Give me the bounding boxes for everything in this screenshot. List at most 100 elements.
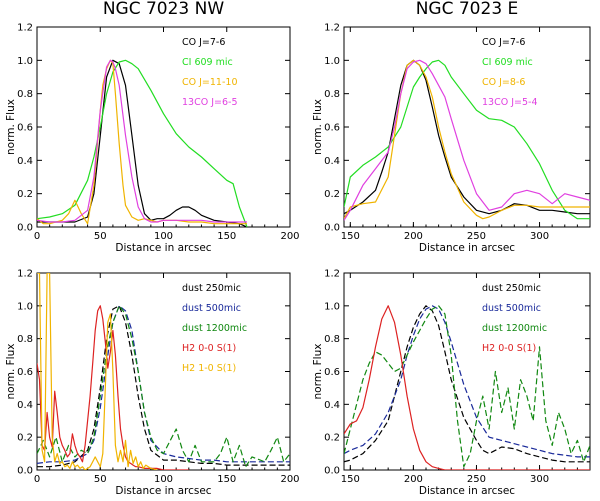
y-tick-label: 0.8: [324, 334, 340, 345]
y-tick-label: 1.0: [17, 301, 33, 312]
x-tick-label: 150: [217, 231, 236, 242]
legend-entry: CO J=8-6: [482, 77, 525, 88]
y-axis-label: norm. Flux: [5, 344, 17, 400]
y-tick-label: 0.8: [17, 89, 33, 100]
x-tick-label: 200: [404, 474, 423, 485]
x-axis-label: Distance in arcsec: [419, 485, 515, 497]
chart-title: NGC 7023 NW: [103, 0, 225, 19]
y-tick-label: 0.2: [324, 189, 340, 200]
series-line-4: [37, 305, 189, 470]
series-group: [344, 59, 590, 221]
y-tick-label: 0.2: [17, 189, 33, 200]
legend-entry: dust 1200mic: [482, 323, 547, 334]
x-tick-label: 150: [217, 474, 236, 485]
y-tick-label: 0.0: [17, 223, 33, 234]
y-tick-label: 0.4: [17, 156, 33, 167]
y-tick-label: 1.2: [17, 23, 33, 34]
x-tick-label: 0: [34, 474, 40, 485]
series-group: [344, 305, 590, 470]
y-tick-label: 1.0: [17, 56, 33, 67]
panel-2: NGC 7023 E 150 200 250 300 0.0 0.2 0.4 0.6 0.8 1.0…: [312, 0, 591, 254]
y-tick-label: 1.0: [324, 56, 340, 67]
series-line-1: [344, 59, 590, 215]
x-tick-label: 250: [467, 474, 486, 485]
series-line-2: [37, 305, 290, 464]
x-axis-label: Distance in arcsec: [115, 242, 211, 254]
chart-title: NGC 7023 E: [416, 0, 519, 19]
legend-entry: 13CO J=5-4: [482, 97, 538, 108]
x-tick-label: 250: [467, 231, 486, 242]
panel-4: 150 200 250 300 0.0 0.2 0.4 0.6 0.8 1.0 1.2 Distanc…: [312, 269, 591, 497]
plot-frame: [36, 26, 291, 228]
panel-1: NGC 7023 NW 0 50 100 150 200 0.0 0.2 0.4 0.6 0.8 1.…: [5, 0, 300, 254]
legend-entry: CO J=7-6: [182, 37, 225, 48]
plot-frame: [343, 272, 591, 471]
y-tick-label: 0.6: [17, 367, 33, 378]
x-tick-label: 150: [341, 231, 360, 242]
series-line-1: [37, 305, 290, 468]
y-tick-label: 1.2: [17, 269, 33, 280]
y-tick-label: 0.0: [17, 466, 33, 477]
y-tick-label: 0.6: [324, 123, 340, 134]
plot-frame: [343, 26, 591, 228]
x-tick-label: 200: [280, 474, 299, 485]
series-line-3: [37, 59, 247, 225]
x-tick-label: 100: [154, 474, 173, 485]
legend-entry: H2 0-0 S(1): [182, 343, 236, 354]
y-tick-label: 0.2: [324, 433, 340, 444]
legend-entry: 13CO J=6-5: [182, 97, 238, 108]
legend-entry: CI 609 mic: [482, 57, 533, 68]
x-tick-label: 50: [94, 474, 107, 485]
series-line-2: [37, 59, 248, 227]
series-line-3: [37, 305, 290, 468]
series-group: [37, 59, 248, 227]
series-line-1: [344, 305, 590, 463]
y-tick-label: 0.8: [324, 89, 340, 100]
x-tick-label: 300: [530, 474, 549, 485]
legend-entry: H2 1-0 S(1): [182, 363, 236, 374]
y-axis-label: norm. Flux: [312, 344, 324, 400]
series-line-4: [344, 59, 590, 221]
y-tick-label: 1.2: [324, 23, 340, 34]
series-group: [37, 273, 290, 470]
series-line-4: [344, 305, 590, 470]
plot-frame: [36, 272, 291, 471]
y-tick-label: 1.2: [324, 269, 340, 280]
series-line-5: [37, 273, 158, 470]
y-tick-label: 0.0: [324, 223, 340, 234]
series-line-2: [344, 59, 590, 220]
x-tick-label: 100: [154, 231, 173, 242]
legend-entry: dust 500mic: [482, 303, 541, 314]
x-tick-label: 150: [341, 474, 360, 485]
y-tick-label: 1.0: [324, 301, 340, 312]
x-axis-label: Distance in arcsec: [419, 242, 515, 254]
y-tick-label: 0.4: [17, 400, 33, 411]
y-tick-label: 0.4: [324, 400, 340, 411]
legend-entry: CI 609 mic: [182, 57, 233, 68]
series-line-2: [344, 305, 590, 458]
x-tick-label: 300: [530, 231, 549, 242]
legend-entry: dust 500mic: [182, 303, 241, 314]
y-tick-label: 0.2: [17, 433, 33, 444]
y-tick-label: 0.6: [324, 367, 340, 378]
y-tick-label: 0.8: [17, 334, 33, 345]
legend-entry: dust 250mic: [482, 283, 541, 294]
x-tick-label: 200: [404, 231, 423, 242]
legend-entry: dust 250mic: [182, 283, 241, 294]
x-tick-label: 50: [94, 231, 107, 242]
legend-entry: CO J=11-10: [182, 77, 238, 88]
y-tick-label: 0.4: [324, 156, 340, 167]
series-line-3: [344, 305, 590, 468]
y-axis-label: norm. Flux: [312, 99, 324, 155]
x-tick-label: 0: [34, 231, 40, 242]
panel-3: 0 50 100 150 200 0.0 0.2 0.4 0.6 0.8 1.0 1.2 Distanc…: [5, 269, 300, 498]
series-line-3: [344, 59, 590, 220]
x-axis-label: Distance in arcsec: [115, 485, 211, 497]
legend-entry: H2 0-0 S(1): [482, 343, 536, 354]
legend-entry: CO J=7-6: [482, 37, 525, 48]
x-tick-label: 200: [280, 231, 299, 242]
y-tick-label: 0.0: [324, 466, 340, 477]
series-line-4: [37, 59, 247, 223]
legend-entry: dust 1200mic: [182, 323, 247, 334]
